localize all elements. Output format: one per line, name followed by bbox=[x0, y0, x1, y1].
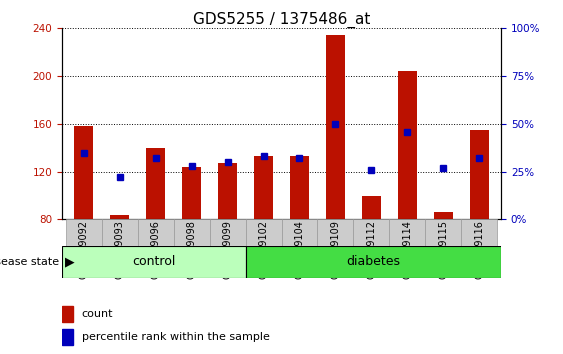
Bar bbox=[182, 167, 202, 219]
Bar bbox=[390, 219, 426, 246]
Bar bbox=[426, 219, 462, 246]
Bar bbox=[62, 329, 73, 345]
Text: GSM399104: GSM399104 bbox=[294, 220, 305, 279]
Text: GSM399099: GSM399099 bbox=[222, 220, 233, 279]
Text: percentile rank within the sample: percentile rank within the sample bbox=[82, 332, 270, 342]
Text: GSM399096: GSM399096 bbox=[150, 220, 160, 279]
Text: diabetes: diabetes bbox=[346, 256, 400, 268]
Bar bbox=[318, 219, 354, 246]
Bar bbox=[361, 195, 381, 219]
Bar bbox=[397, 72, 417, 219]
Bar bbox=[245, 219, 282, 246]
Bar bbox=[354, 219, 390, 246]
Text: GSM399109: GSM399109 bbox=[330, 220, 341, 279]
Text: count: count bbox=[82, 309, 113, 319]
Bar bbox=[470, 130, 489, 219]
Text: control: control bbox=[132, 256, 176, 268]
Text: GSM399112: GSM399112 bbox=[367, 220, 377, 279]
Text: GSM399093: GSM399093 bbox=[114, 220, 124, 279]
Bar bbox=[110, 215, 129, 219]
Bar bbox=[101, 219, 137, 246]
Text: GSM399098: GSM399098 bbox=[186, 220, 196, 279]
Text: ▶: ▶ bbox=[65, 256, 74, 268]
Bar bbox=[173, 219, 209, 246]
Bar bbox=[434, 212, 453, 219]
Bar bbox=[65, 219, 101, 246]
Bar bbox=[253, 156, 274, 219]
Bar bbox=[218, 163, 238, 219]
Text: GSM399102: GSM399102 bbox=[258, 220, 269, 279]
Bar bbox=[137, 219, 173, 246]
Bar bbox=[462, 219, 498, 246]
Text: GSM399116: GSM399116 bbox=[475, 220, 485, 279]
Text: GSM399115: GSM399115 bbox=[439, 220, 449, 279]
Bar bbox=[62, 306, 73, 321]
Bar bbox=[282, 219, 318, 246]
Bar bbox=[62, 246, 245, 278]
Bar bbox=[325, 35, 345, 219]
Bar bbox=[74, 126, 93, 219]
Text: GSM399114: GSM399114 bbox=[403, 220, 413, 279]
Bar bbox=[245, 246, 501, 278]
Bar bbox=[289, 156, 310, 219]
Text: GSM399092: GSM399092 bbox=[78, 220, 88, 279]
Bar bbox=[209, 219, 245, 246]
Bar bbox=[146, 148, 166, 219]
Text: disease state: disease state bbox=[0, 257, 59, 267]
Title: GDS5255 / 1375486_at: GDS5255 / 1375486_at bbox=[193, 12, 370, 28]
